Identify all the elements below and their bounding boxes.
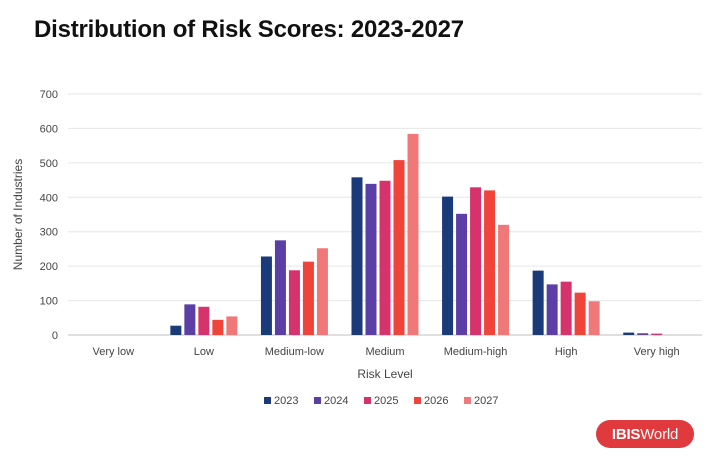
bar-2023-medium	[351, 177, 363, 335]
bar-2023-low	[170, 325, 182, 335]
bar-2027-high	[588, 301, 600, 335]
x-axis-ticks: Very low Low Medium-low Medium Medium-high Hi…	[92, 346, 679, 358]
x-tick-label: Low	[194, 346, 214, 358]
bar-2025-medium	[379, 180, 391, 335]
legend-swatch-2025	[364, 397, 371, 404]
legend-label-2023: 2023	[274, 395, 298, 407]
bar-2026-low	[212, 319, 224, 335]
legend-swatch-2026	[414, 397, 421, 404]
bar-2025-very-high	[651, 333, 663, 335]
bar-2024-medium-low	[274, 240, 286, 335]
legend-swatch-2023	[264, 397, 271, 404]
y-axis-ticks: 0 100 200 300 400 500 600 700	[40, 89, 58, 342]
y-tick-label: 100	[40, 296, 58, 308]
legend-label-2026: 2026	[424, 395, 448, 407]
bar-2023-medium-high	[442, 196, 454, 335]
ibisworld-logo: IBIS World	[596, 420, 694, 448]
x-tick-label: Medium	[365, 346, 404, 358]
bar-2024-low	[184, 304, 196, 335]
y-tick-label: 600	[40, 123, 58, 135]
bar-2023-medium-low	[260, 256, 272, 335]
y-tick-label: 0	[52, 330, 58, 342]
bar-2024-medium	[365, 183, 377, 335]
legend-label-2027: 2027	[474, 395, 498, 407]
legend-swatch-2024	[314, 397, 321, 404]
bar-2026-medium	[393, 160, 405, 335]
bar-2025-medium-low	[288, 270, 300, 335]
bar-2026-high	[574, 292, 586, 335]
y-axis-label: Number of Industries	[11, 159, 25, 270]
logo-text-world: World	[640, 425, 679, 443]
bar-2027-medium-low	[316, 248, 328, 335]
x-tick-label: High	[555, 346, 578, 358]
bar-2027-medium-high	[498, 224, 510, 335]
bar-2025-high	[560, 281, 572, 335]
legend-label-2025: 2025	[374, 395, 398, 407]
y-tick-label: 400	[40, 192, 58, 204]
bar-2025-medium-high	[470, 187, 482, 335]
y-tick-label: 500	[40, 158, 58, 170]
x-tick-label: Medium-high	[444, 346, 508, 358]
y-tick-label: 700	[40, 89, 58, 101]
chart-title: Distribution of Risk Scores: 2023-2027	[34, 16, 464, 43]
x-axis-label: Risk Level	[357, 367, 412, 381]
bar-2027-medium	[407, 133, 419, 335]
legend-label-2024: 2024	[324, 395, 348, 407]
y-tick-label: 300	[40, 227, 58, 239]
legend: 2023 2024 2025 2026 2027	[264, 395, 498, 407]
x-tick-label: Very low	[92, 346, 134, 358]
bars	[170, 133, 663, 335]
bar-2026-medium-low	[302, 261, 314, 335]
bar-2024-very-high	[637, 333, 649, 335]
bar-2026-medium-high	[484, 190, 496, 335]
bar-2027-low	[226, 316, 238, 335]
logo-text-ibis: IBIS	[611, 425, 641, 443]
bar-2024-high	[546, 284, 558, 335]
bar-2023-very-high	[623, 332, 635, 335]
x-tick-label: Very high	[634, 346, 680, 358]
x-tick-label: Medium-low	[265, 346, 324, 358]
legend-swatch-2027	[464, 397, 471, 404]
bar-2024-medium-high	[456, 213, 468, 335]
bar-2025-low	[198, 306, 210, 335]
bar-2023-high	[532, 270, 544, 335]
y-tick-label: 200	[40, 261, 58, 273]
